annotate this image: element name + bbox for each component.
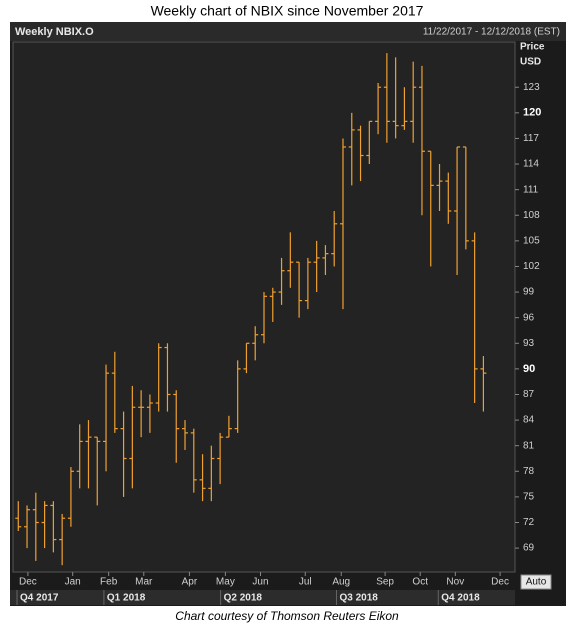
- quarter-band: [10, 590, 515, 605]
- x-tick-label: Feb: [100, 577, 118, 588]
- chart-title: Weekly chart of NBIX since November 2017: [151, 3, 424, 19]
- x-tick-label: Nov: [446, 577, 464, 588]
- x-tick-label: Oct: [412, 577, 428, 588]
- quarter-label: Q3 2018: [339, 593, 378, 604]
- auto-button[interactable]: [520, 574, 552, 590]
- quarter-label: Q2 2018: [224, 593, 263, 604]
- x-tick-label: Dec: [491, 577, 509, 588]
- y-tick-label: 78: [523, 466, 535, 477]
- y-tick-label: 114: [523, 159, 539, 170]
- header-left: Weekly NBIX.O: [15, 26, 94, 38]
- footer: Chart courtesy of Thomson Reuters Eikon: [175, 609, 399, 623]
- y-tick-label: 99: [523, 287, 535, 298]
- y-tick-label: 102: [523, 261, 540, 272]
- y-tick-label: 108: [523, 210, 540, 221]
- y-tick-label: 111: [523, 184, 539, 195]
- y-tick-label: 75: [523, 492, 535, 503]
- header-bar: [10, 22, 566, 41]
- quarter-label: Q1 2018: [107, 593, 146, 604]
- y-tick-label: 120: [523, 107, 541, 119]
- x-tick-label: Mar: [135, 577, 153, 588]
- quarter-label: Q4 2018: [441, 593, 480, 604]
- y-tick-label: 123: [523, 82, 540, 93]
- x-tick-label: Aug: [332, 577, 350, 588]
- y-tick-label: 117: [523, 133, 539, 144]
- x-tick-label: Apr: [182, 577, 198, 588]
- y-axis-unit: USD: [520, 57, 541, 68]
- y-tick-label: 90: [523, 363, 535, 375]
- x-tick-label: May: [216, 577, 235, 588]
- y-axis-label: Price: [520, 42, 545, 53]
- x-tick-label: Sep: [376, 577, 394, 588]
- x-tick-label: Jan: [65, 577, 81, 588]
- x-tick-label: Jul: [299, 577, 312, 588]
- y-tick-label: 96: [523, 312, 535, 323]
- y-tick-label: 84: [523, 415, 535, 426]
- x-tick-label: Dec: [19, 577, 37, 588]
- y-tick-label: 87: [523, 389, 535, 400]
- y-tick-label: 93: [523, 338, 535, 349]
- y-tick-label: 105: [523, 235, 540, 246]
- y-tick-label: 69: [523, 543, 535, 554]
- quarter-label: Q4 2017: [20, 593, 59, 604]
- x-tick-label: Jun: [252, 577, 268, 588]
- y-tick-label: 81: [523, 440, 535, 451]
- auto-button-label[interactable]: Auto: [526, 577, 547, 588]
- header-right: 11/22/2017 - 12/12/2018 (EST): [423, 27, 560, 38]
- y-tick-label: 72: [523, 517, 535, 528]
